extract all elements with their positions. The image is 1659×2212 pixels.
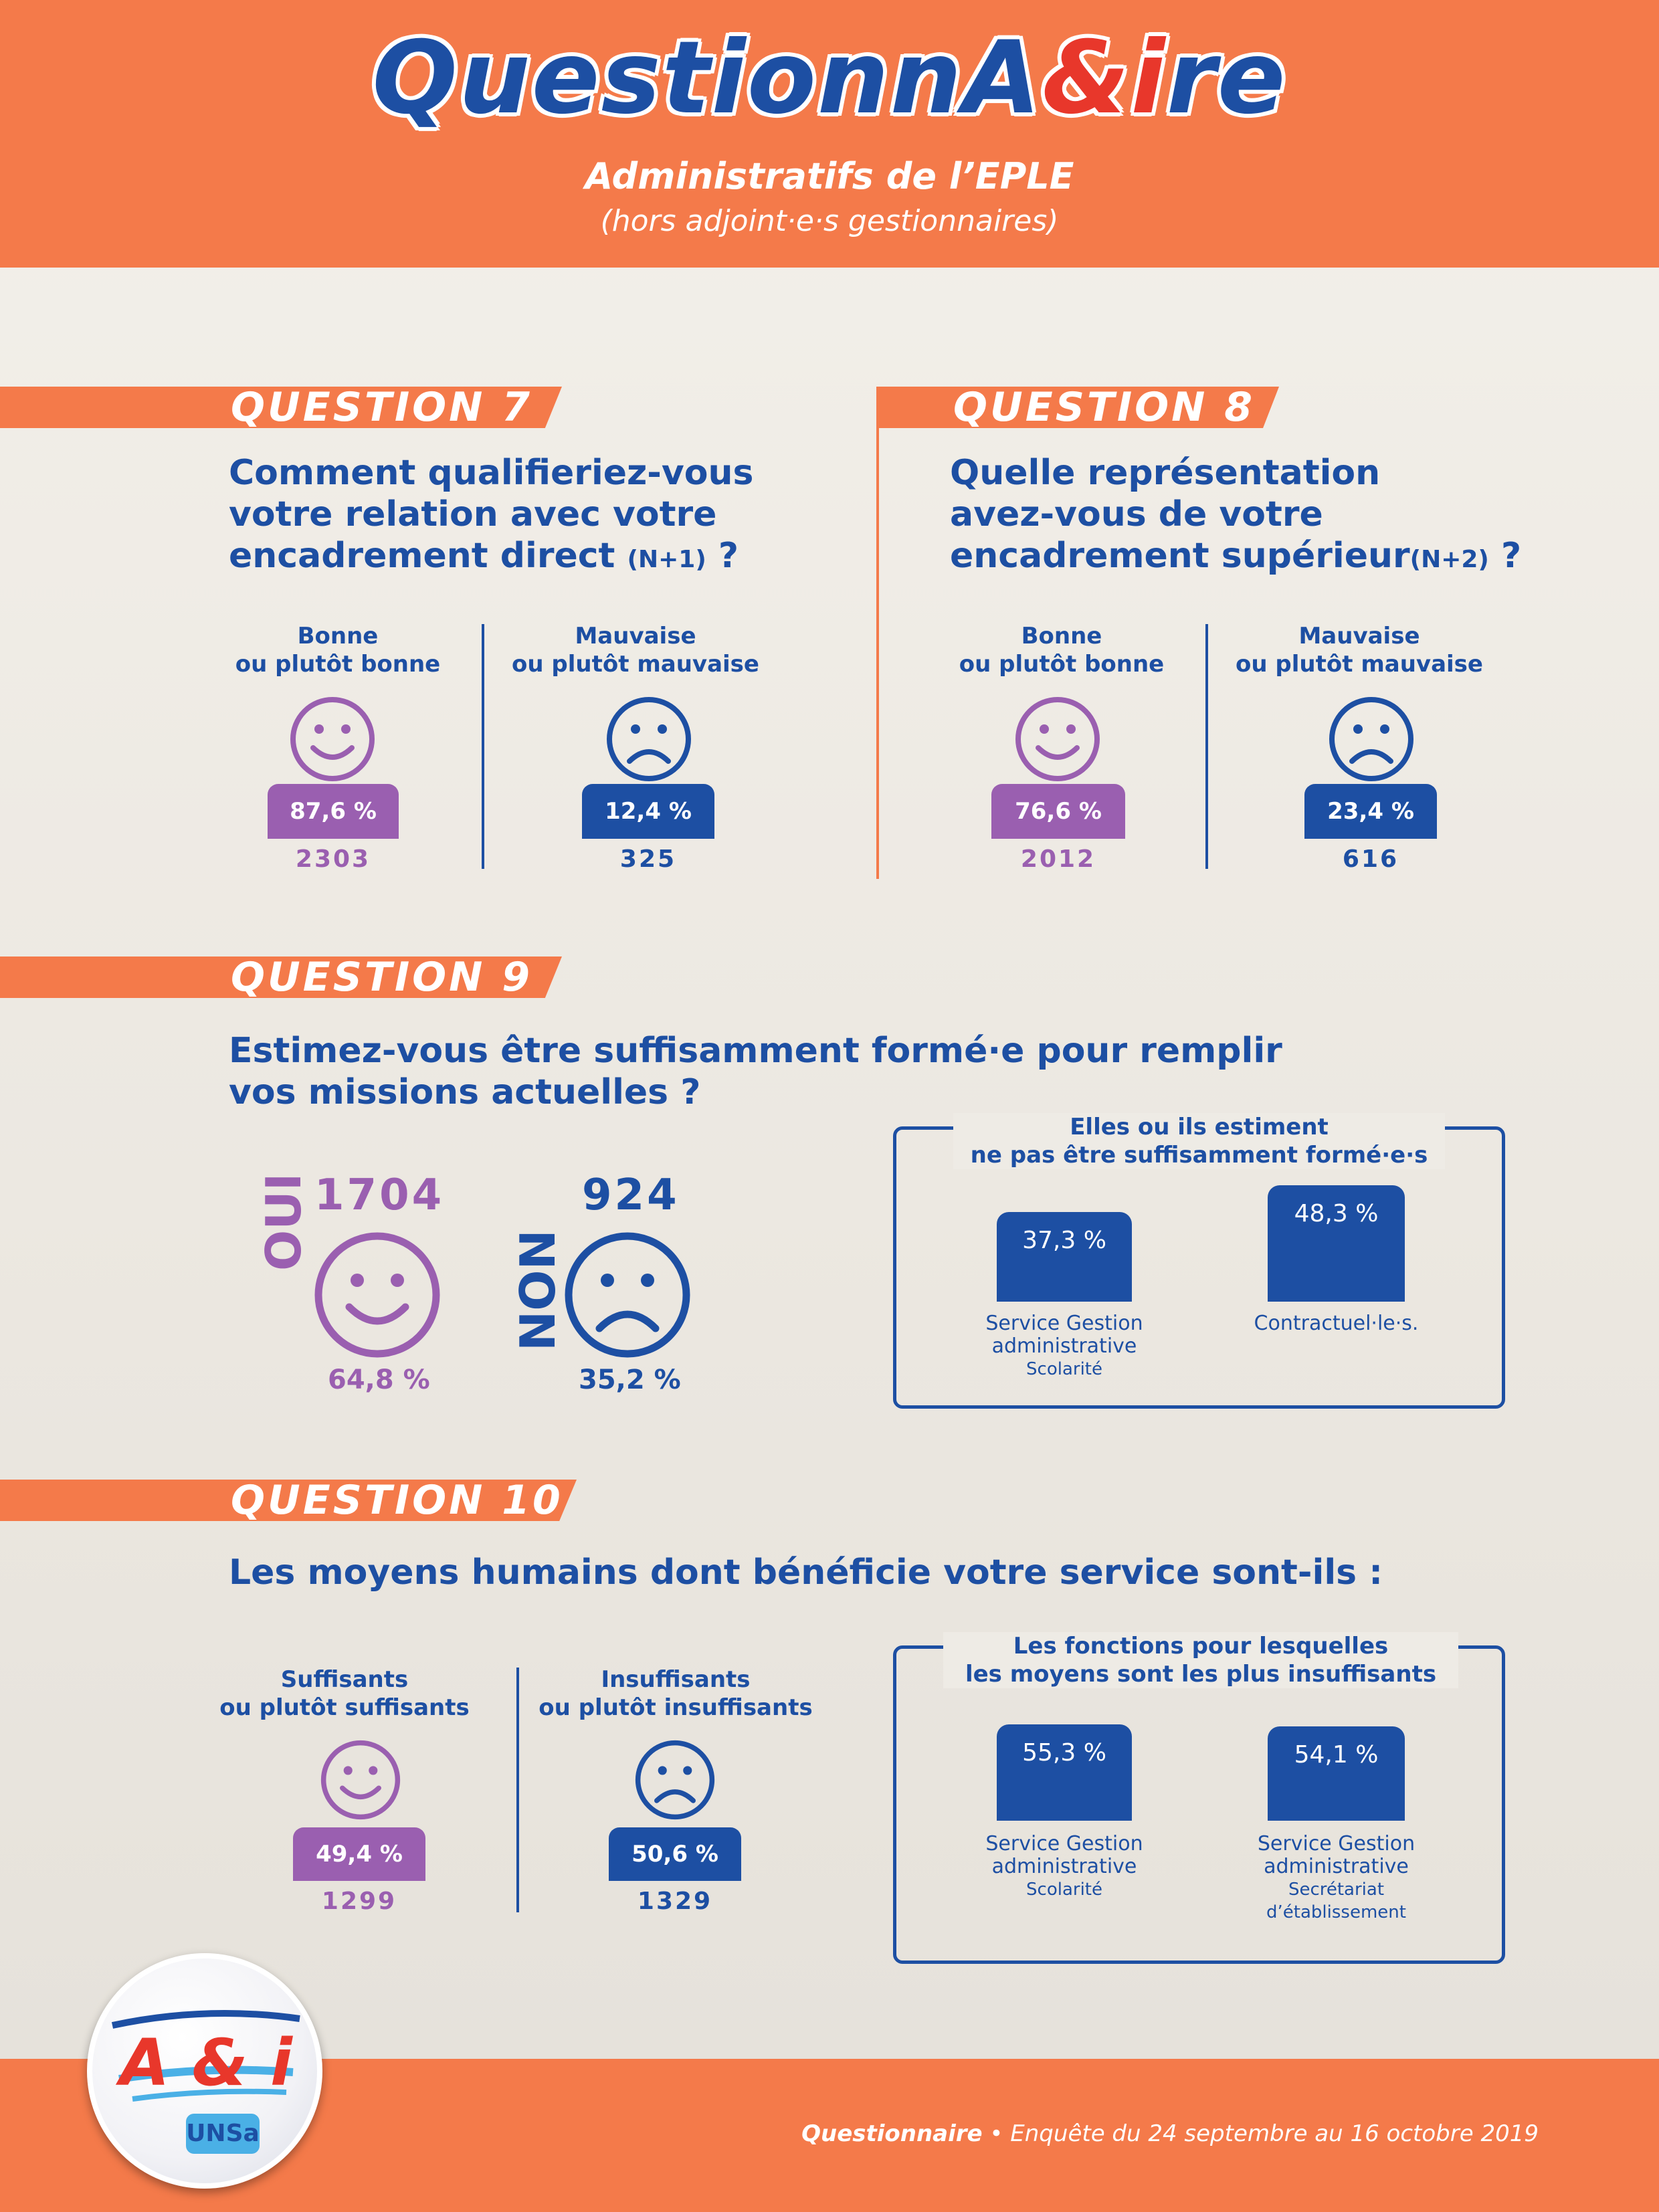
q8-banner-label: QUESTION 8 bbox=[953, 384, 1256, 431]
logo-swoosh-icon bbox=[111, 2010, 300, 2102]
q7-divider bbox=[482, 624, 484, 869]
q10-bad-label: Insuffisants ou plutôt insuffisants bbox=[539, 1666, 813, 1721]
footer-text: Questionnaire • Enquête du 24 septembre … bbox=[801, 2120, 1539, 2147]
q10-frame-title: Les fonctions pour lesquelles les moyens … bbox=[943, 1632, 1458, 1688]
ai-unsa-logo: A & i UNSa bbox=[87, 1953, 322, 2189]
q9-bar-1: 48,3 % bbox=[1268, 1185, 1405, 1302]
smiley-sad-icon bbox=[1329, 697, 1413, 781]
q10-question: Les moyens humains dont bénéficie votre … bbox=[229, 1552, 1383, 1593]
q8-bad-count: 616 bbox=[1342, 845, 1399, 873]
q7-good-label: Bonne ou plutôt bonne bbox=[235, 623, 441, 678]
q9-yes-label: OUI bbox=[256, 1173, 312, 1271]
q9-yes-count: 1704 bbox=[314, 1171, 445, 1220]
q9-question: Estimez-vous être suffisamment formé·e p… bbox=[229, 1031, 1282, 1112]
page-subtitle-2: (hors adjoint·e·s gestionnaires) bbox=[600, 204, 1059, 238]
smiley-happy-icon bbox=[290, 697, 375, 781]
q10-good-label: Suffisants ou plutôt suffisants bbox=[219, 1666, 470, 1721]
q8-divider bbox=[1205, 624, 1208, 869]
q9-banner bbox=[0, 957, 562, 998]
q9-yes-pct: 64,8 % bbox=[328, 1365, 430, 1395]
q7-good-count: 2303 bbox=[295, 845, 371, 873]
q9-bar-1-label: Contractuel·le·s. bbox=[1254, 1312, 1419, 1335]
q8-side-line bbox=[876, 387, 879, 879]
smiley-sad-icon bbox=[635, 1740, 715, 1820]
q10-bad-pct: 50,6 % bbox=[609, 1827, 741, 1881]
q9-no-count: 924 bbox=[582, 1171, 680, 1220]
q9-bar-0: 37,3 % bbox=[997, 1212, 1132, 1302]
q7-banner-label: QUESTION 7 bbox=[231, 384, 533, 431]
q8-bad-pct: 23,4 % bbox=[1304, 784, 1437, 839]
q10-good-pct: 49,4 % bbox=[293, 1827, 425, 1881]
q10-bar-1: 54,1 % bbox=[1268, 1726, 1405, 1821]
q8-good-label: Bonne ou plutôt bonne bbox=[959, 623, 1165, 678]
q9-frame-title: Elles ou ils estiment ne pas être suffisa… bbox=[953, 1113, 1445, 1169]
q9-no-pct: 35,2 % bbox=[579, 1365, 681, 1395]
q8-banner bbox=[878, 387, 1279, 428]
q8-good-count: 2012 bbox=[1020, 845, 1096, 873]
q7-good-pct: 87,6 % bbox=[268, 784, 399, 839]
header-band bbox=[0, 0, 1659, 268]
q10-banner bbox=[0, 1480, 577, 1521]
q7-bad-count: 325 bbox=[619, 845, 677, 873]
smiley-happy-icon bbox=[314, 1232, 440, 1358]
q8-question: Quelle représentation avez-vous de votre… bbox=[950, 453, 1522, 576]
q9-no-label: NON bbox=[510, 1229, 566, 1351]
q10-bar-0: 55,3 % bbox=[997, 1724, 1132, 1821]
logo-text: A & i bbox=[120, 2025, 292, 2100]
q8-good-pct: 76,6 % bbox=[991, 784, 1125, 839]
q10-bar-0-label: Service Gestion administrative Scolarité bbox=[985, 1832, 1143, 1900]
smiley-happy-icon bbox=[320, 1740, 401, 1820]
smiley-sad-icon bbox=[565, 1232, 690, 1358]
q9-bar-0-label: Service Gestion administrative Scolarité bbox=[985, 1312, 1143, 1380]
page-title: QuestionnA&ire bbox=[372, 20, 1287, 136]
q10-bar-1-label: Service Gestion administrative Secrétariat… bbox=[1257, 1832, 1416, 1923]
logo-sub: UNSa bbox=[186, 2114, 260, 2154]
q8-bad-label: Mauvaise ou plutôt mauvaise bbox=[1236, 623, 1483, 678]
q7-bad-label: Mauvaise ou plutôt mauvaise bbox=[512, 623, 759, 678]
q7-bad-pct: 12,4 % bbox=[582, 784, 714, 839]
page-subtitle: Administratifs de l’EPLE bbox=[585, 155, 1074, 197]
q9-banner-label: QUESTION 9 bbox=[231, 954, 533, 1001]
q10-banner-label: QUESTION 10 bbox=[231, 1477, 563, 1524]
q10-good-count: 1299 bbox=[321, 1888, 397, 1915]
q10-divider bbox=[516, 1668, 519, 1912]
q7-banner bbox=[0, 387, 562, 428]
q7-question: Comment qualifieriez-vous votre relation… bbox=[229, 453, 754, 576]
smiley-sad-icon bbox=[607, 697, 691, 781]
smiley-happy-icon bbox=[1015, 697, 1100, 781]
q10-bad-count: 1329 bbox=[637, 1888, 713, 1915]
